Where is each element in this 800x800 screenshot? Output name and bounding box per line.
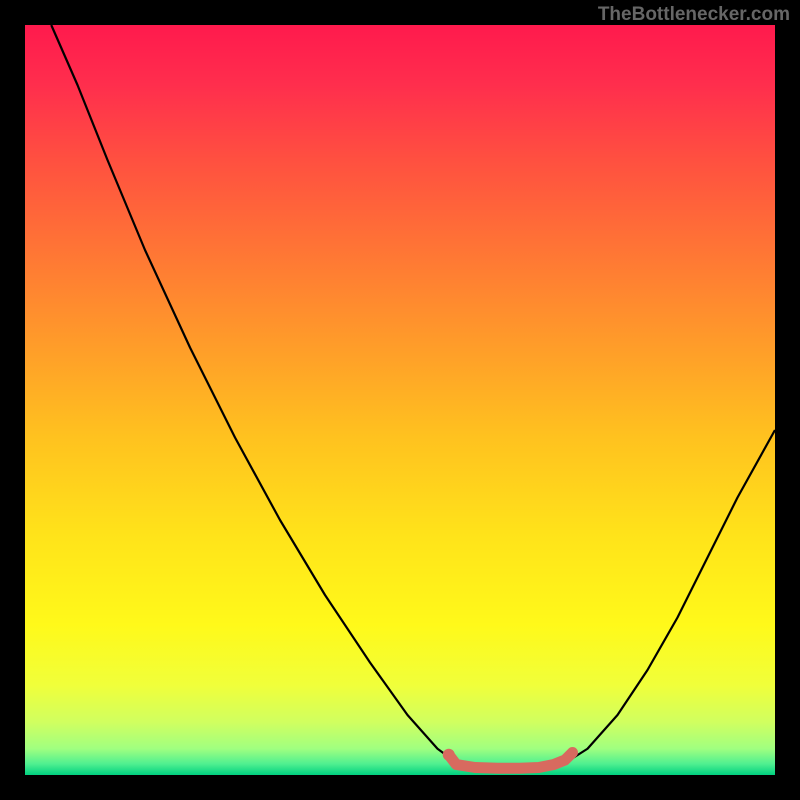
watermark-text: TheBottlenecker.com: [598, 4, 790, 26]
chart-container: TheBottlenecker.com: [0, 0, 800, 800]
sweet-spot-start-dot: [443, 749, 455, 761]
chart-svg: [0, 0, 800, 800]
chart-border-bottom: [0, 775, 800, 800]
chart-background: [25, 25, 775, 775]
chart-border-left: [0, 0, 25, 800]
chart-border-right: [775, 0, 800, 800]
